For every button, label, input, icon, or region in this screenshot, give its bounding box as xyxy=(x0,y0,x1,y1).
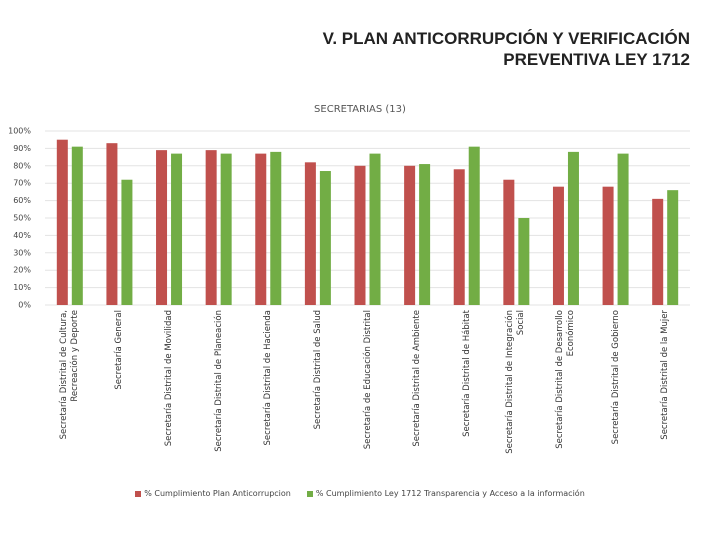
x-tick-label: Secretaría Distrital de Cultura, Recreac… xyxy=(58,310,80,440)
x-tick-label: Secretaría Distrital de Hábitat xyxy=(461,310,472,437)
legend: % Cumplimiento Plan Anticorrupcion % Cump… xyxy=(0,489,720,498)
x-tick-label: Secretaría Distrital de Gobierno xyxy=(610,310,621,445)
bar xyxy=(319,171,331,305)
y-tick-label: 50% xyxy=(13,214,31,223)
bar xyxy=(567,151,579,305)
bar xyxy=(270,151,282,305)
y-tick-label: 20% xyxy=(13,266,31,275)
bar xyxy=(518,218,530,305)
bar xyxy=(255,153,267,305)
x-tick-label: Secretaría Distrital de Movilidad xyxy=(163,310,174,447)
legend-item: % Cumplimiento Plan Anticorrupcion xyxy=(135,489,291,498)
x-tick-label: Secretaría Distrital de Hacienda xyxy=(262,310,273,446)
x-tick-label: Secretaría Distrital de Desarrollo Econó… xyxy=(554,310,576,449)
bar xyxy=(156,150,168,305)
legend-swatch xyxy=(135,490,142,497)
bar xyxy=(220,153,232,305)
bar xyxy=(369,153,381,305)
y-tick-label: 80% xyxy=(13,161,31,170)
slide-title: V. PLAN ANTICORRUPCIÓN Y VERIFICACIÓN PR… xyxy=(322,29,690,69)
x-tick-label: Secretaría Distrital de la Mujer xyxy=(659,310,670,440)
bar xyxy=(354,165,366,305)
x-tick-label: Secretaría de Educación Distrital xyxy=(362,310,372,450)
legend-label: % Cumplimiento Plan Anticorrupcion xyxy=(144,489,291,498)
x-tick-label: Secretaría Distrital de Ambiente xyxy=(411,310,422,447)
x-tick-label: Secretaría Distrital de Planeación xyxy=(213,310,224,452)
bar xyxy=(121,179,133,305)
y-tick-label: 10% xyxy=(13,283,31,292)
chart-title: SECRETARIAS (13) xyxy=(314,104,406,115)
bar xyxy=(56,139,68,305)
y-tick-label: 60% xyxy=(13,196,31,205)
bar xyxy=(404,165,416,305)
y-tick-label: 100% xyxy=(8,127,31,136)
y-tick-label: 90% xyxy=(13,144,31,153)
x-tick-label: Secretaría General xyxy=(113,310,124,390)
legend-item: % Cumplimiento Ley 1712 Transparencia y … xyxy=(306,489,585,498)
bar xyxy=(667,190,679,305)
y-tick-label: 70% xyxy=(13,179,31,188)
bar xyxy=(171,153,183,305)
bar xyxy=(304,162,316,305)
y-tick-label: 40% xyxy=(13,231,31,240)
bar xyxy=(71,146,83,305)
bar xyxy=(106,143,118,305)
legend-label: % Cumplimiento Ley 1712 Transparencia y … xyxy=(315,489,585,498)
bar xyxy=(552,186,564,305)
bar xyxy=(468,146,480,305)
bar xyxy=(453,169,465,305)
y-tick-label: 30% xyxy=(13,248,31,257)
bar xyxy=(205,150,217,305)
bar xyxy=(602,186,614,305)
bar xyxy=(652,198,664,305)
legend-swatch xyxy=(306,490,313,497)
bar xyxy=(419,164,431,305)
bar xyxy=(503,179,515,305)
x-tick-label: Secretaría Distrital de Integración Soci… xyxy=(505,310,527,454)
y-tick-label: 0% xyxy=(18,301,31,310)
x-tick-label: Secretaría Distrital de Salud xyxy=(312,310,323,430)
bar xyxy=(617,153,629,305)
